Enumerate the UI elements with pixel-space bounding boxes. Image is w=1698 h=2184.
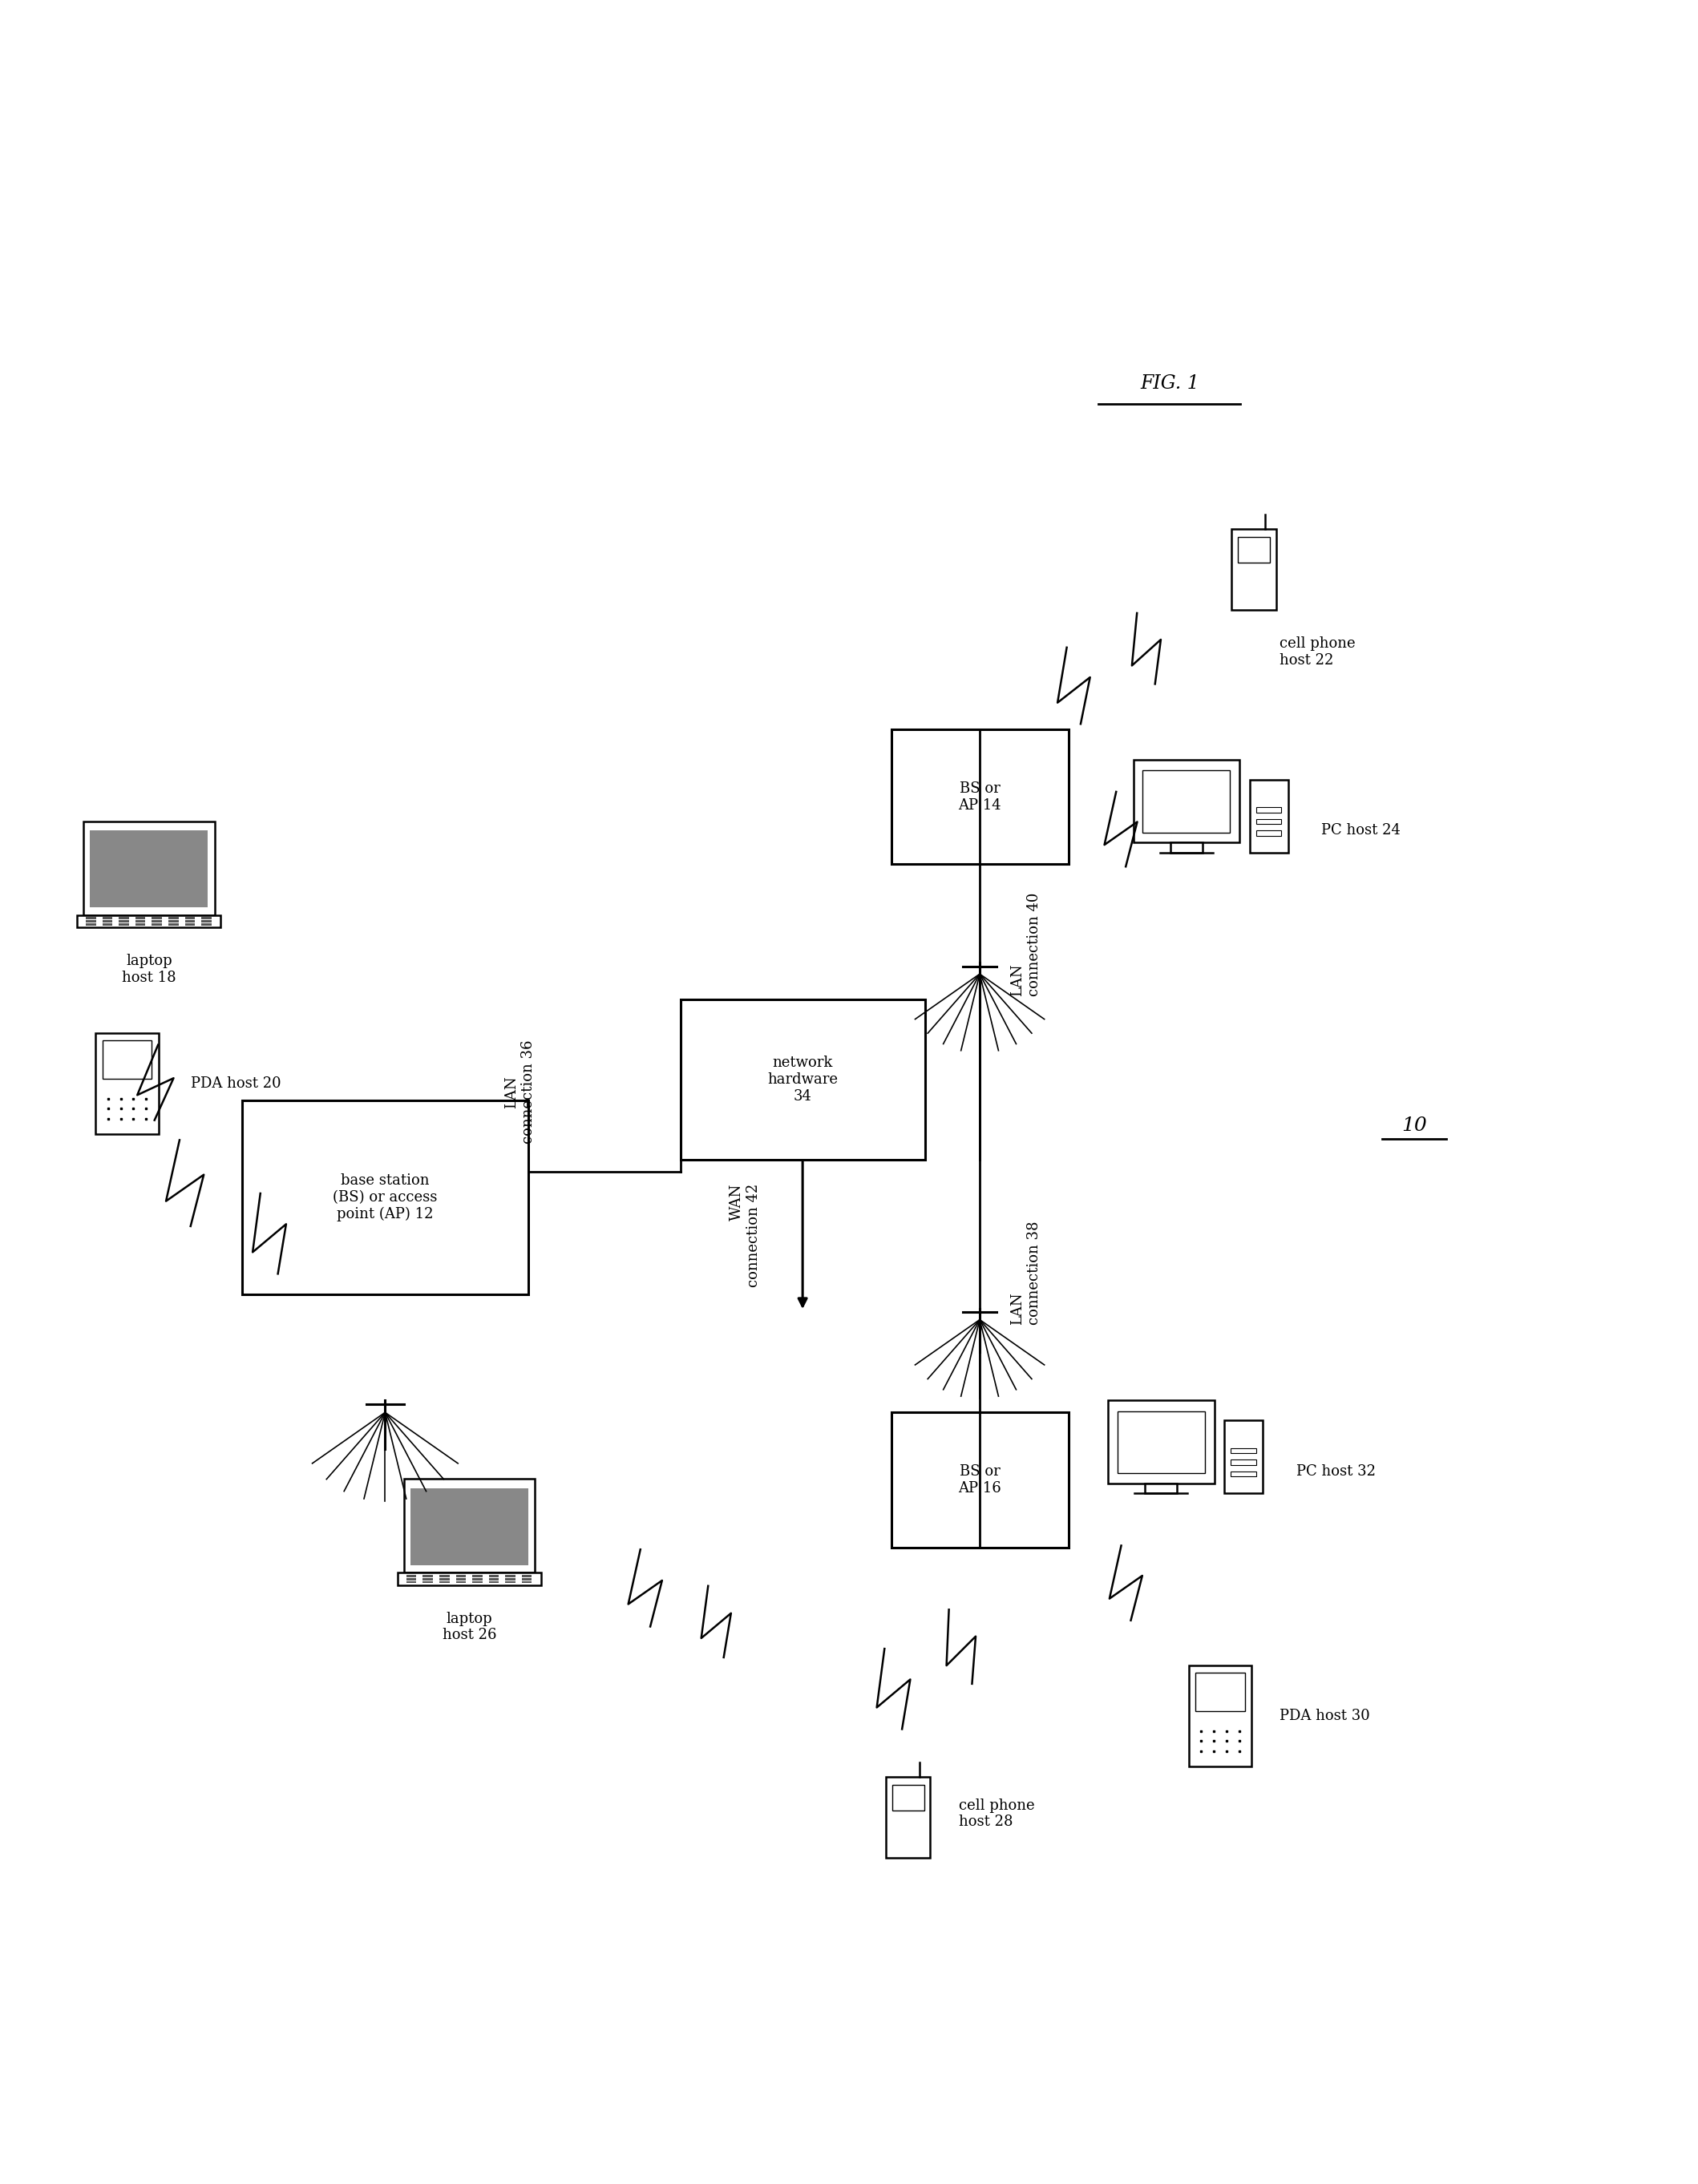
FancyBboxPatch shape (440, 1575, 450, 1577)
FancyBboxPatch shape (90, 830, 207, 906)
FancyBboxPatch shape (87, 917, 95, 919)
FancyBboxPatch shape (1231, 1459, 1257, 1465)
FancyBboxPatch shape (1231, 1448, 1257, 1452)
FancyBboxPatch shape (406, 1577, 416, 1579)
Text: cell phone
host 28: cell phone host 28 (959, 1797, 1034, 1830)
FancyBboxPatch shape (489, 1577, 499, 1579)
FancyBboxPatch shape (1117, 1411, 1204, 1474)
FancyBboxPatch shape (1189, 1666, 1251, 1767)
FancyBboxPatch shape (455, 1577, 465, 1579)
FancyBboxPatch shape (87, 924, 95, 926)
FancyBboxPatch shape (102, 924, 112, 926)
FancyBboxPatch shape (472, 1577, 482, 1579)
FancyBboxPatch shape (241, 1101, 528, 1295)
FancyBboxPatch shape (506, 1577, 516, 1579)
FancyBboxPatch shape (681, 1000, 925, 1160)
FancyBboxPatch shape (102, 917, 112, 919)
FancyBboxPatch shape (185, 924, 195, 926)
Text: PDA host 30: PDA host 30 (1279, 1708, 1370, 1723)
FancyBboxPatch shape (472, 1581, 482, 1583)
FancyBboxPatch shape (1195, 1673, 1245, 1710)
FancyBboxPatch shape (1257, 830, 1282, 836)
FancyBboxPatch shape (76, 915, 221, 928)
FancyBboxPatch shape (185, 919, 195, 922)
Text: FIG. 1: FIG. 1 (1139, 373, 1199, 393)
FancyBboxPatch shape (521, 1577, 531, 1579)
FancyBboxPatch shape (1257, 819, 1282, 823)
Text: BS or
AP 14: BS or AP 14 (958, 782, 1002, 812)
FancyBboxPatch shape (202, 917, 211, 919)
FancyBboxPatch shape (168, 919, 178, 922)
FancyBboxPatch shape (102, 919, 112, 922)
FancyBboxPatch shape (136, 919, 146, 922)
FancyBboxPatch shape (1133, 760, 1240, 843)
FancyBboxPatch shape (891, 729, 1068, 865)
FancyBboxPatch shape (1170, 843, 1202, 852)
FancyBboxPatch shape (440, 1581, 450, 1583)
FancyBboxPatch shape (151, 919, 161, 922)
FancyBboxPatch shape (119, 917, 129, 919)
FancyBboxPatch shape (406, 1575, 416, 1577)
FancyBboxPatch shape (1238, 537, 1270, 563)
FancyBboxPatch shape (151, 917, 161, 919)
FancyBboxPatch shape (1143, 771, 1229, 832)
FancyBboxPatch shape (1257, 808, 1282, 812)
FancyBboxPatch shape (1107, 1400, 1214, 1483)
FancyBboxPatch shape (168, 917, 178, 919)
Text: 10: 10 (1401, 1116, 1426, 1136)
Text: LAN
connection 36: LAN connection 36 (504, 1040, 535, 1144)
FancyBboxPatch shape (411, 1487, 528, 1566)
Text: cell phone
host 22: cell phone host 22 (1279, 638, 1355, 668)
FancyBboxPatch shape (1224, 1420, 1263, 1494)
Text: PDA host 20: PDA host 20 (192, 1077, 282, 1090)
Text: PC host 24: PC host 24 (1321, 823, 1401, 839)
FancyBboxPatch shape (102, 1040, 151, 1079)
FancyBboxPatch shape (455, 1575, 465, 1577)
FancyBboxPatch shape (506, 1575, 516, 1577)
FancyBboxPatch shape (404, 1479, 535, 1572)
FancyBboxPatch shape (119, 919, 129, 922)
Text: laptop
host 26: laptop host 26 (443, 1612, 496, 1642)
FancyBboxPatch shape (521, 1581, 531, 1583)
FancyBboxPatch shape (886, 1776, 931, 1859)
FancyBboxPatch shape (423, 1577, 433, 1579)
Text: LAN
connection 38: LAN connection 38 (1010, 1221, 1041, 1326)
Text: LAN
connection 40: LAN connection 40 (1010, 893, 1041, 996)
FancyBboxPatch shape (202, 919, 211, 922)
FancyBboxPatch shape (168, 924, 178, 926)
Text: network
hardware
34: network hardware 34 (767, 1055, 837, 1103)
Text: PC host 32: PC host 32 (1296, 1463, 1375, 1479)
FancyBboxPatch shape (136, 917, 146, 919)
FancyBboxPatch shape (151, 924, 161, 926)
Text: base station
(BS) or access
point (AP) 12: base station (BS) or access point (AP) 1… (333, 1173, 438, 1221)
FancyBboxPatch shape (95, 1033, 158, 1133)
FancyBboxPatch shape (423, 1575, 433, 1577)
FancyBboxPatch shape (521, 1575, 531, 1577)
FancyBboxPatch shape (455, 1581, 465, 1583)
FancyBboxPatch shape (136, 924, 146, 926)
FancyBboxPatch shape (397, 1572, 542, 1586)
FancyBboxPatch shape (489, 1581, 499, 1583)
FancyBboxPatch shape (87, 919, 95, 922)
Text: laptop
host 18: laptop host 18 (122, 954, 177, 985)
FancyBboxPatch shape (202, 924, 211, 926)
Text: WAN
connection 42: WAN connection 42 (730, 1184, 761, 1286)
FancyBboxPatch shape (506, 1581, 516, 1583)
FancyBboxPatch shape (440, 1577, 450, 1579)
FancyBboxPatch shape (406, 1581, 416, 1583)
FancyBboxPatch shape (1144, 1483, 1177, 1494)
FancyBboxPatch shape (489, 1575, 499, 1577)
FancyBboxPatch shape (119, 924, 129, 926)
FancyBboxPatch shape (1231, 1472, 1257, 1476)
FancyBboxPatch shape (423, 1581, 433, 1583)
Text: BS or
AP 16: BS or AP 16 (958, 1463, 1002, 1496)
FancyBboxPatch shape (891, 1784, 924, 1811)
FancyBboxPatch shape (185, 917, 195, 919)
FancyBboxPatch shape (1231, 529, 1277, 609)
FancyBboxPatch shape (472, 1575, 482, 1577)
FancyBboxPatch shape (891, 1413, 1068, 1546)
FancyBboxPatch shape (1250, 780, 1289, 852)
FancyBboxPatch shape (83, 821, 214, 915)
